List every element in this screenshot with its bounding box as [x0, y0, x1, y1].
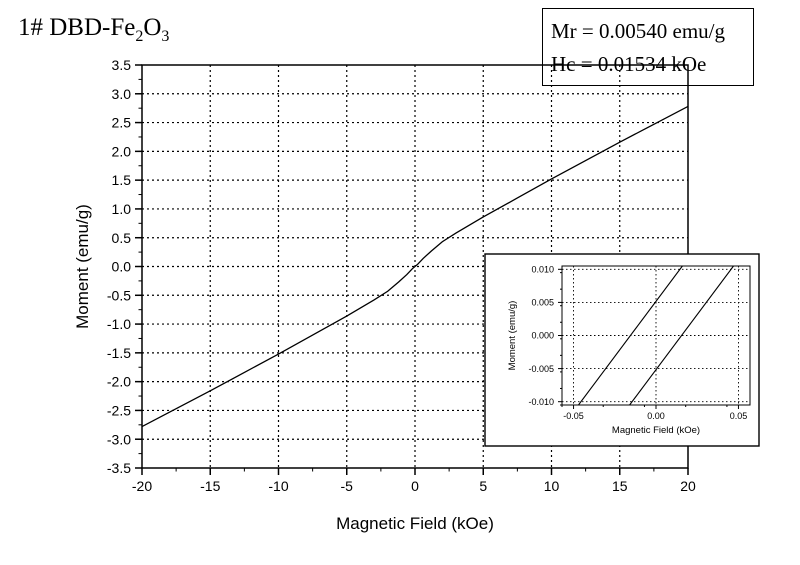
main-x-tick-label-1: -15 [200, 478, 220, 494]
main-y-tick-label-11: 2.0 [112, 143, 132, 159]
inset-y-tick-label-0: -0.010 [528, 397, 554, 407]
main-x-tick-label-0: -20 [132, 478, 152, 494]
main-x-tick-label-6: 10 [544, 478, 560, 494]
title-subscript-3: 3 [161, 28, 170, 45]
inset-series-line-1 [629, 266, 734, 405]
stats-box: Mr = 0.00540 emu/g Hc = 0.01534 kOe [542, 8, 754, 86]
inset-x-tick-label-2: 0.05 [730, 411, 748, 421]
inset-plot: -0.05 0.00 0.05 -0.010 -0.005 0.000 0.005 0.010… [507, 265, 751, 436]
main-y-axis-title: Moment (emu/g) [73, 204, 92, 329]
title-subscript-2: 2 [135, 28, 144, 45]
main-x-axis-title: Magnetic Field (kOe) [336, 514, 494, 533]
title-main: 1# DBD-Fe [18, 14, 136, 41]
inset-y-tick-label-1: -0.005 [528, 364, 554, 374]
main-y-tick-label-4: -1.5 [107, 345, 131, 361]
main-x-tick-label-4: 0 [411, 478, 419, 494]
hc-value: Hc = 0.01534 kOe [551, 52, 707, 76]
main-y-tick-label-8: 0.5 [112, 230, 132, 246]
main-y-tick-label-6: -0.5 [107, 287, 131, 303]
inset-y-tick-label-3: 0.005 [531, 298, 554, 308]
main-y-tick-label-14: 3.5 [112, 57, 132, 73]
main-y-tick-label-2: -2.5 [107, 402, 131, 418]
main-x-tick-label-2: -10 [268, 478, 288, 494]
main-y-tick-label-10: 1.5 [112, 172, 132, 188]
main-y-tick-label-12: 2.5 [112, 115, 132, 131]
inset-series-line-0 [578, 266, 683, 405]
inset-x-axis-title: Magnetic Field (kOe) [612, 425, 700, 436]
inset-y-tick-label-4: 0.010 [531, 265, 554, 275]
inset-x-tick-label-1: 0.00 [647, 411, 665, 421]
inset-x-tick-label-0: -0.05 [563, 411, 584, 421]
main-x-tick-label-3: -5 [341, 478, 354, 494]
main-x-tick-label-8: 20 [680, 478, 696, 494]
main-x-tick-label-7: 15 [612, 478, 628, 494]
main-y-tick-label-13: 3.0 [112, 86, 132, 102]
mr-value: Mr = 0.00540 emu/g [551, 19, 725, 43]
title-oxygen: O [143, 14, 162, 41]
main-x-tick-label-5: 5 [479, 478, 487, 494]
main-y-tick-label-9: 1.0 [112, 201, 132, 217]
inset-y-tick-label-2: 0.000 [531, 331, 554, 341]
main-y-tick-label-0: -3.5 [107, 460, 131, 476]
figure-title: 1# DBD-Fe2O3 [18, 14, 169, 46]
main-y-tick-label-3: -2.0 [107, 374, 131, 390]
main-y-tick-label-7: 0.0 [112, 259, 132, 275]
main-y-tick-label-1: -3.0 [107, 431, 131, 447]
main-y-tick-label-5: -1.0 [107, 316, 131, 332]
main-series-line-0 [142, 105, 688, 428]
inset-y-axis-title: Moment (emu/g) [507, 301, 518, 371]
